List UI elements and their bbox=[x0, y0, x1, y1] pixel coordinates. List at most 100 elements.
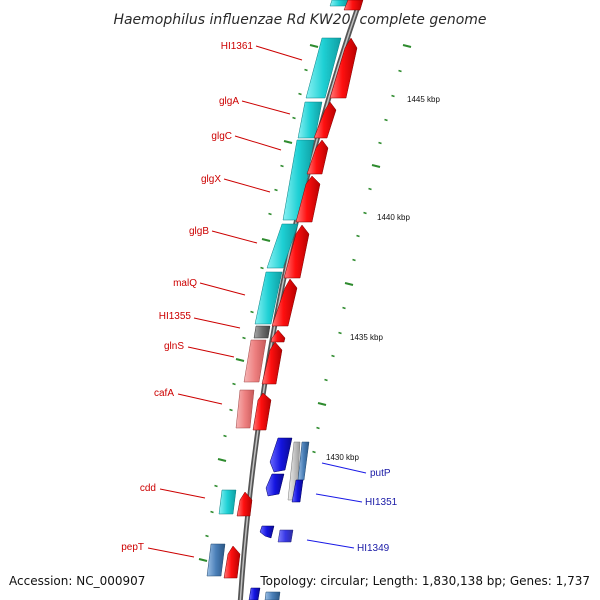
outer-scale-tick bbox=[398, 69, 402, 73]
gene-label-putp: putP bbox=[370, 468, 391, 479]
scale-label-1445-kbp: 1445 kbp bbox=[407, 95, 440, 104]
outer-scale-tick bbox=[391, 94, 395, 98]
outer-scale-tick bbox=[384, 118, 388, 122]
gene-block-cdd-reverse bbox=[218, 489, 237, 515]
leader-line-hi1351 bbox=[315, 493, 363, 503]
gene-arrow-glgx-forward bbox=[295, 175, 321, 223]
inner-ruler-tick bbox=[292, 116, 296, 120]
gene-label-malq: malQ bbox=[173, 278, 197, 289]
outer-scale-tick bbox=[368, 187, 372, 191]
inner-ruler-tick bbox=[235, 358, 245, 362]
gene-arrow-glns-forward bbox=[261, 341, 283, 385]
forward-strand-genes bbox=[223, 0, 364, 579]
inner-ruler-tick bbox=[242, 336, 246, 340]
scale-labels: 1445 kbp 1440 kbp 1435 kbp 1430 kbp bbox=[326, 95, 440, 462]
gene-block-putp-blue bbox=[269, 437, 293, 473]
gene-arrow-glgc-forward bbox=[306, 139, 329, 175]
left-leader-lines bbox=[147, 45, 303, 558]
outer-scale-tick bbox=[402, 44, 412, 48]
gene-arrow-malq-forward bbox=[271, 278, 298, 327]
inner-ruler-tick bbox=[268, 212, 272, 216]
gene-label-hi1349: HI1349 bbox=[357, 543, 390, 554]
leader-line-glns bbox=[187, 346, 235, 358]
gene-label-glgc: glgC bbox=[211, 131, 232, 142]
inner-ruler-tick bbox=[229, 408, 233, 412]
leader-line-glgb bbox=[211, 230, 258, 244]
gene-arrow-glga-forward bbox=[313, 101, 337, 139]
gene-block-putp-steel bbox=[297, 441, 310, 481]
gene-label-pept: pepT bbox=[121, 542, 144, 553]
gene-arrow-glgb-forward bbox=[283, 224, 310, 279]
gene-label-hi1351: HI1351 bbox=[365, 497, 398, 508]
gene-label-cafa: cafA bbox=[154, 388, 174, 399]
inner-ruler-tick bbox=[309, 44, 319, 48]
inner-ruler-tick bbox=[223, 434, 227, 438]
leader-line-glgx bbox=[223, 178, 271, 193]
outer-scale-tick bbox=[352, 258, 356, 262]
leader-line-hi1355 bbox=[193, 317, 241, 329]
accession-label: Accession: NC_000907 bbox=[9, 574, 146, 588]
leader-line-putp bbox=[321, 462, 367, 474]
gene-arrow-hi1349-left bbox=[259, 525, 275, 539]
leader-line-hi1349 bbox=[306, 539, 355, 549]
gene-block-hi1351-navy bbox=[291, 479, 304, 503]
inner-ruler-tick bbox=[304, 68, 308, 72]
putp-operon bbox=[248, 437, 310, 600]
topology-label: Topology: circular; Length: 1,830,138 bp… bbox=[260, 574, 590, 588]
inner-ruler-tick bbox=[205, 534, 209, 538]
inner-ruler-tick bbox=[214, 484, 218, 488]
gene-block-malq-reverse bbox=[254, 271, 283, 325]
gene-label-glgb: glgB bbox=[189, 226, 209, 237]
gene-block-cafa-reverse bbox=[235, 389, 255, 429]
outer-scale-tick bbox=[316, 426, 320, 430]
leader-line-malq bbox=[199, 282, 246, 296]
inner-ruler-tick bbox=[198, 558, 208, 562]
scale-ticks bbox=[198, 44, 412, 562]
outer-scale-tick bbox=[378, 141, 382, 145]
gene-arrow-cdd-forward bbox=[236, 491, 253, 517]
right-leader-lines bbox=[306, 462, 367, 549]
map-title: Haemophilus influenzae Rd KW20, complete… bbox=[113, 12, 486, 28]
leader-line-hi1361 bbox=[255, 45, 303, 61]
outer-scale-tick bbox=[356, 234, 360, 238]
gene-block-bottom-blue bbox=[248, 587, 261, 600]
gene-label-cdd: cdd bbox=[140, 483, 156, 494]
outer-scale-tick bbox=[317, 402, 327, 406]
leader-line-cafa bbox=[177, 393, 223, 405]
gene-arrow-hi1361-forward bbox=[329, 37, 358, 99]
outer-scale-tick bbox=[371, 164, 381, 168]
outer-scale-tick bbox=[363, 211, 367, 215]
gene-block-glgb-reverse bbox=[266, 223, 299, 269]
leader-line-pept bbox=[147, 547, 195, 558]
scale-label-1435-kbp: 1435 kbp bbox=[350, 333, 383, 342]
inner-ruler-tick bbox=[260, 266, 264, 270]
inner-ruler-tick bbox=[210, 510, 214, 514]
gene-label-hi1355: HI1355 bbox=[159, 311, 192, 322]
outer-scale-tick bbox=[344, 282, 354, 286]
gene-block-hi1349-right bbox=[277, 529, 294, 543]
inner-ruler-tick bbox=[217, 458, 227, 462]
gene-label-glga: glgA bbox=[219, 96, 239, 107]
gene-arrow-hi1355-forward bbox=[270, 329, 286, 343]
outer-scale-tick bbox=[312, 450, 316, 454]
gene-label-glgx: glgX bbox=[201, 174, 221, 185]
inner-ruler-tick bbox=[274, 188, 278, 192]
inner-ruler-tick bbox=[261, 238, 271, 242]
gene-label-hi1361: HI1361 bbox=[221, 41, 254, 52]
gene-block-top-reverse bbox=[329, 0, 349, 7]
inner-ruler-tick bbox=[232, 382, 236, 386]
outer-scale-tick bbox=[331, 354, 335, 358]
gene-block-hi1351-blue bbox=[265, 473, 285, 497]
outer-scale-tick bbox=[324, 378, 328, 382]
leader-line-cdd bbox=[159, 488, 206, 499]
gene-block-hi1355-reverse bbox=[253, 325, 271, 339]
gene-arrow-pept-forward bbox=[223, 545, 241, 579]
gene-arrow-cafa-forward bbox=[252, 392, 272, 431]
gene-block-pept-reverse bbox=[206, 543, 226, 577]
outer-scale-tick bbox=[342, 306, 346, 310]
gene-arrow-top-forward bbox=[343, 0, 364, 11]
gene-block-hi1361-reverse bbox=[305, 37, 342, 99]
inner-ruler-tick bbox=[298, 92, 302, 96]
inner-ruler-tick bbox=[250, 310, 254, 314]
